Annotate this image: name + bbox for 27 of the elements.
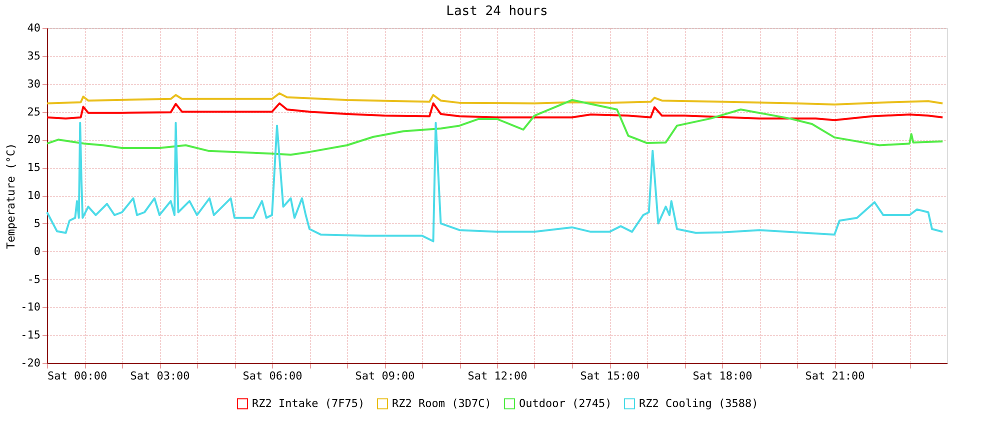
x-tick-label: Sat 12:00 — [468, 370, 528, 382]
y-tick-label: -20 — [20, 356, 40, 370]
y-tick-label: 15 — [27, 161, 40, 174]
y-tick-label: 40 — [27, 22, 40, 34]
y-tick-label: 25 — [27, 105, 40, 118]
y-tick-label: 20 — [27, 133, 40, 146]
legend-label: RZ2 Intake (7F75) — [252, 396, 365, 410]
legend-label: RZ2 Room (3D7C) — [392, 396, 492, 410]
x-tick-label: Sat 09:00 — [355, 370, 415, 382]
x-tick-label: Sat 00:00 — [48, 370, 108, 382]
y-tick-label: -10 — [20, 300, 40, 314]
y-tick-label: 10 — [27, 189, 40, 202]
y-tick-label: 0 — [34, 244, 40, 258]
y-tick-label: 30 — [27, 77, 40, 90]
y-tick-label: 35 — [27, 49, 40, 62]
x-tick-label: Sat 03:00 — [130, 370, 190, 382]
x-tick-label: Sat 06:00 — [242, 370, 302, 382]
legend-label: Outdoor (2745) — [519, 396, 612, 410]
x-tick-label: Sat 21:00 — [805, 370, 865, 382]
y-tick-label: -5 — [27, 272, 40, 286]
chart-title: Last 24 hours — [446, 4, 548, 19]
x-tick-label: Sat 15:00 — [580, 370, 640, 382]
y-tick-label: 5 — [34, 216, 40, 230]
y-tick-label: -15 — [20, 328, 40, 342]
y-axis-title: Temperature (°C) — [4, 143, 18, 249]
x-tick-label: Sat 18:00 — [692, 370, 752, 382]
legend-label: RZ2 Cooling (3588) — [639, 396, 758, 410]
